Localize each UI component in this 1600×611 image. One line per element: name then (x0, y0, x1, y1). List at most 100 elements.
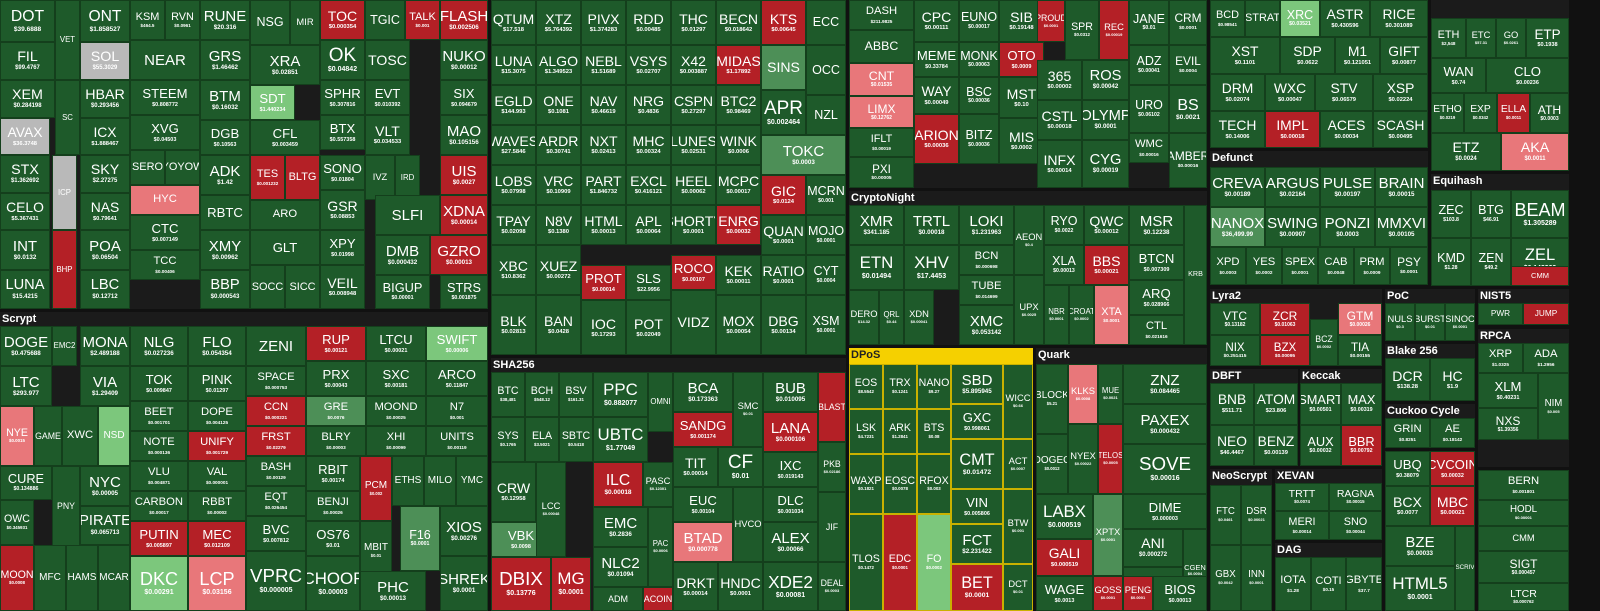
coin-tile-cf[interactable]: CF $0.01 (718, 447, 763, 487)
coin-tile-bbp[interactable]: BBP $0.000543 (200, 270, 250, 309)
coin-tile-xlm[interactable]: XLM $0.40231 (1478, 373, 1538, 408)
coin-tile-xta[interactable]: XTA $0.0001 (1094, 285, 1129, 345)
coin-tile-pot[interactable]: POT $0.02049 (626, 300, 671, 355)
coin-tile-pny[interactable]: PNY (52, 466, 80, 546)
coin-tile-roco[interactable]: ROCO $0.00107 (671, 255, 716, 290)
coin-tile-bios[interactable]: BIOS $0.00013 (1153, 576, 1207, 611)
coin-tile-goss[interactable]: GOSS $0.0001 (1093, 576, 1123, 611)
coin-tile-scriv[interactable]: SCRIV (1455, 526, 1475, 611)
coin-tile-xsm[interactable]: XSM $0.0001 (806, 295, 846, 355)
coin-tile-bsv[interactable]: BSV $161.31 (559, 372, 593, 417)
coin-tile-bbr[interactable]: BBR $0.00792 (1341, 425, 1382, 466)
coin-tile-one[interactable]: ONE $0.1081 (536, 85, 581, 125)
coin-tile-spr[interactable]: SPR $0.0312 (1065, 0, 1099, 60)
coin-tile-sxc[interactable]: SXC $0.00181 (366, 361, 426, 396)
coin-tile-gift[interactable]: GIFT $0.00877 (1380, 37, 1428, 74)
coin-tile-act[interactable]: ACT $0.0007 (1003, 439, 1033, 489)
coin-tile-max[interactable]: MAX $0.00319 (1341, 383, 1382, 425)
coin-tile-telos[interactable]: TELOS $0.0005 (1098, 424, 1123, 494)
coin-tile-bitz[interactable]: BITZ $0.00036 (959, 114, 999, 164)
coin-tile-dkc[interactable]: DKC $0.00291 (130, 556, 188, 611)
coin-tile-gtm[interactable]: GTM $0.00026 (1338, 303, 1382, 335)
coin-tile-fo[interactable]: FO $0.0002 (917, 514, 951, 611)
coin-tile-rdd[interactable]: RDD $0.00485 (626, 0, 671, 45)
coin-tile-pink[interactable]: PINK $0.01297 (188, 366, 246, 401)
coin-tile-msr[interactable]: MSR $0.12238 (1129, 205, 1184, 245)
coin-tile-nlg[interactable]: NLG $0.027236 (130, 326, 188, 366)
coin-tile-xrc[interactable]: XRC $0.03521 (1280, 0, 1320, 37)
coin-tile-nyex[interactable]: NYEX $0.00022 (1068, 424, 1098, 494)
coin-tile-xsp[interactable]: XSP $0.02224 (1373, 74, 1428, 111)
coin-tile-ban[interactable]: BAN $0.0428 (536, 295, 581, 355)
coin-tile-bze[interactable]: BZE $0.00033 (1385, 526, 1455, 566)
coin-tile-tgic[interactable]: TGIC (365, 0, 405, 40)
coin-tile-crm[interactable]: CRM $0.0001 (1169, 0, 1207, 45)
coin-tile-paxex[interactable]: PAXEX $0.000432 (1123, 404, 1207, 444)
coin-tile-strs[interactable]: STRS $0.001875 (440, 275, 488, 309)
coin-tile-nuko[interactable]: NUKO $0.00012 (440, 40, 488, 80)
coin-tile-xmc[interactable]: XMC $0.053142 (959, 305, 1014, 345)
coin-tile-vsys[interactable]: VSYS $0.02707 (626, 45, 671, 85)
coin-tile-ixc[interactable]: IXC $0.019143 (763, 452, 818, 487)
coin-tile-mmxvi[interactable]: MMXVI $0.00105 (1375, 207, 1428, 247)
coin-tile-hbar[interactable]: HBAR $0.293456 (80, 80, 130, 118)
coin-tile-ltcr[interactable]: LTCR $0.000762 (1478, 583, 1569, 611)
coin-tile-etn[interactable]: ETN $0.01494 (849, 245, 904, 290)
coin-tile-rice[interactable]: RICE $0.301089 (1370, 0, 1428, 37)
coin-tile-fil[interactable]: FIL $99.4767 (0, 42, 55, 80)
coin-tile-btx[interactable]: BTX $0.557358 (320, 115, 365, 150)
coin-tile-socc[interactable]: SOCC (250, 265, 285, 309)
coin-tile-emc2[interactable]: EMC2 (52, 326, 77, 366)
coin-tile-ctl[interactable]: CTL $0.021616 (1129, 315, 1184, 345)
coin-tile-note[interactable]: NOTE $0.000136 (130, 431, 188, 461)
coin-tile-hvco[interactable]: HVCO (733, 487, 763, 562)
coin-tile-iota[interactable]: IOTA $1.28 (1275, 557, 1311, 611)
coin-tile-dbix[interactable]: DBIX $0.13776 (491, 557, 551, 611)
coin-tile-cmm[interactable]: CMM (1478, 526, 1569, 551)
coin-tile-gic[interactable]: GIC $0.0124 (761, 175, 806, 215)
coin-tile-ponzi[interactable]: PONZI $0.0003 (1320, 207, 1375, 247)
coin-tile-xmy[interactable]: XMY $0.00962 (200, 230, 250, 270)
coin-tile-ilc[interactable]: ILC $0.00018 (593, 462, 643, 507)
coin-tile-drm[interactable]: DRM $0.02074 (1210, 74, 1265, 111)
coin-tile-cmm[interactable]: CMM (1511, 266, 1569, 286)
coin-tile-evil[interactable]: EVIL $0.0004 (1169, 45, 1207, 85)
coin-tile-wan[interactable]: WAN $0.74 (1431, 58, 1486, 93)
coin-tile-sys[interactable]: SYS $0.1765 (491, 417, 525, 462)
coin-tile-lcc[interactable]: LCC $0.00048 (536, 462, 566, 557)
coin-tile-dct[interactable]: DCT $0.01 (1003, 564, 1033, 611)
coin-tile-grin[interactable]: GRIN $0.8251 (1385, 418, 1430, 448)
coin-tile-occ[interactable]: OCC (806, 45, 846, 95)
coin-tile-flash[interactable]: FLASH $0.002506 (440, 0, 488, 40)
coin-tile-dime[interactable]: DIME $0.000003 (1123, 494, 1207, 529)
coin-tile-eths[interactable]: ETHS (392, 456, 424, 506)
coin-tile-sinoc[interactable]: SINOC $0.0001 (1445, 303, 1475, 341)
coin-tile-xra[interactable]: XRA $0.02851 (250, 45, 320, 85)
coin-tile-tit[interactable]: TIT $0.00014 (673, 447, 718, 487)
coin-tile-mue[interactable]: MUE $0.0021 (1098, 364, 1123, 424)
coin-tile-mcar[interactable]: MCAR (98, 545, 130, 611)
coin-tile-bcx[interactable]: BCX $0.0077 (1385, 486, 1430, 526)
coin-tile-klks[interactable]: KLKS $0.0008 (1068, 364, 1098, 424)
coin-tile-pulse[interactable]: PULSE $0.00197 (1320, 167, 1375, 207)
coin-tile-strat[interactable]: STRAT (1245, 0, 1280, 37)
coin-tile-cyt[interactable]: CYT $0.0004 (806, 255, 846, 295)
coin-tile-ppc[interactable]: PPC $0.882077 (593, 372, 648, 417)
coin-tile-doge[interactable]: DOGE $0.475688 (0, 326, 52, 366)
coin-tile-way[interactable]: WAY $0.00049 (914, 77, 959, 114)
coin-tile-int[interactable]: INT $0.0132 (0, 230, 50, 270)
coin-tile-ccn[interactable]: CCN $0.000221 (246, 396, 306, 426)
coin-tile-wicc[interactable]: WICC $0.66 (1003, 364, 1033, 439)
coin-tile-tube[interactable]: TUBE $0.014699 (959, 275, 1014, 305)
coin-tile-enrg[interactable]: ENRG $0.00032 (716, 205, 761, 245)
coin-tile-cvcoin[interactable]: CVCOIN$0.00032 (1430, 451, 1475, 486)
coin-tile-hndc[interactable]: HNDC $0.0001 (718, 562, 763, 611)
coin-tile-sandg[interactable]: SANDG $0.001174 (673, 412, 733, 447)
coin-tile-ftc[interactable]: FTC $0.0461 (1210, 485, 1241, 545)
coin-tile-smc[interactable]: SMC $0.01 (733, 372, 763, 447)
coin-tile-infx[interactable]: INFX $0.00014 (1037, 140, 1082, 188)
coin-tile-xvg[interactable]: XVG $0.04503 (130, 115, 200, 150)
coin-tile-meme[interactable]: MEME $0.33784 (914, 42, 959, 77)
coin-tile-ksm[interactable]: KSM $464.5 (130, 0, 165, 40)
coin-tile-putin[interactable]: PUTIN $0.005897 (130, 521, 188, 556)
